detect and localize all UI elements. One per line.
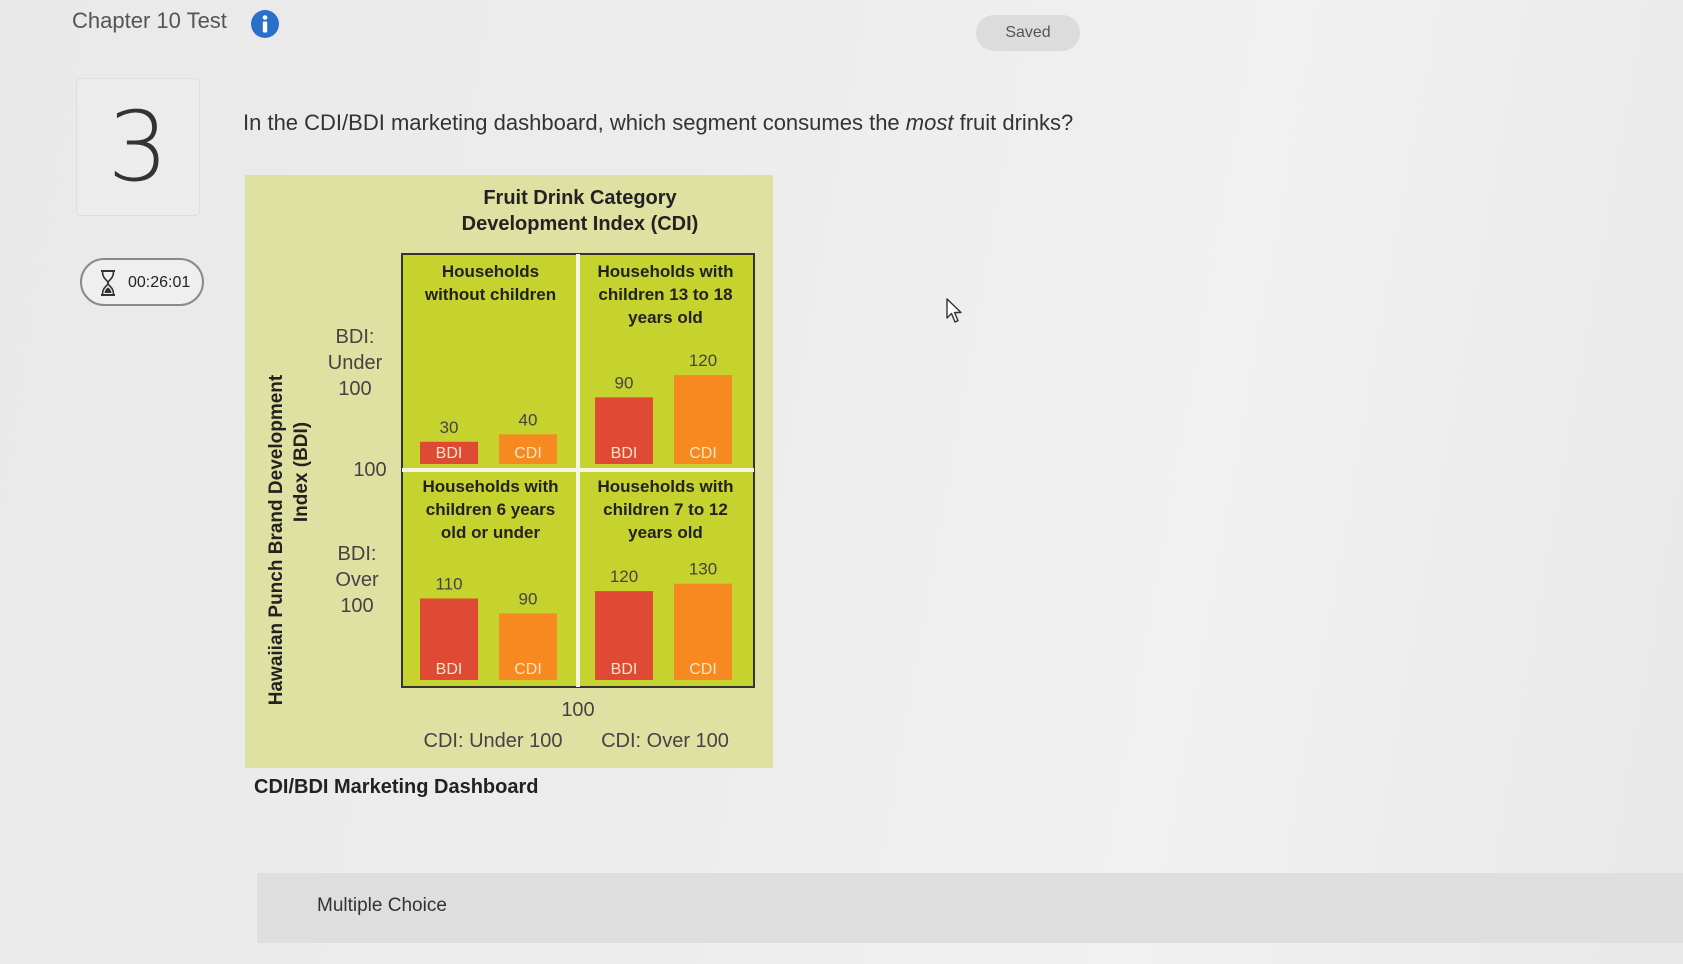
bdi-bar-label-bottom-right: BDI: [611, 661, 638, 678]
bdi-bar-label-bottom-left: BDI: [436, 661, 463, 678]
cdi-bar-top-left: [499, 434, 557, 464]
quadrant-title-bottom-left-line1: Households with: [423, 477, 559, 496]
bdi-value-label-top-right: 90: [615, 373, 634, 392]
question-text-start: In the CDI/BDI marketing dashboard, whic…: [243, 110, 906, 135]
cdi-value-label-top-left: 40: [519, 410, 538, 429]
quadrant-title-top-left-line2: without children: [424, 285, 556, 304]
cdi-bar-label-bottom-right: CDI: [689, 661, 717, 678]
quadrant-title-top-right-line3: years old: [628, 308, 703, 327]
bdi-over-label-3: 100: [340, 595, 373, 617]
bdi-value-label-bottom-right: 120: [610, 567, 638, 586]
quadrant-title-top-left-line1: Households: [442, 262, 539, 281]
y-axis-label-line1: Hawaiian Punch Brand Development: [266, 374, 287, 705]
bdi-under-label-1: BDI:: [336, 326, 375, 348]
bdi-bar-label-top-right: BDI: [611, 445, 638, 462]
quadrant-top-left: [403, 255, 578, 470]
figure-caption: CDI/BDI Marketing Dashboard: [254, 776, 539, 798]
quadrant-title-bottom-left-line2: children 6 years: [426, 500, 555, 519]
question-text-emphasis: most: [905, 110, 954, 135]
cdi-over-label: CDI: Over 100: [601, 730, 729, 752]
cdi-bar-label-top-right: CDI: [689, 445, 717, 462]
cdi-value-label-bottom-right: 130: [689, 560, 717, 579]
multiple-choice-label: Multiple Choice: [317, 895, 447, 916]
bdi-under-label-3: 100: [338, 378, 371, 400]
bdi-mid-label: 100: [353, 459, 386, 481]
bdi-bar-top-right: [595, 397, 653, 464]
timer[interactable]: 00:26:01: [80, 258, 204, 306]
cdi-under-label: CDI: Under 100: [424, 730, 563, 752]
figure-title-line2: Development Index (CDI): [462, 213, 699, 235]
question-text-end: fruit drinks?: [953, 110, 1074, 135]
cdi-mid-label: 100: [561, 699, 594, 721]
quadrant-title-bottom-right-line1: Households with: [598, 477, 734, 496]
bdi-over-label-1: BDI:: [338, 543, 377, 565]
quadrant-title-bottom-left-line3: old or under: [441, 523, 541, 542]
quadrant-group: Households without children 30 BDI 40 CDI Hous…: [403, 255, 753, 686]
bdi-bar-top-left: [420, 441, 478, 464]
cdi-value-label-bottom-left: 90: [519, 589, 538, 608]
test-title: Chapter 10 Test: [72, 8, 227, 33]
saved-status-badge: Saved: [976, 15, 1080, 51]
question-number-box: 3: [76, 78, 200, 216]
bdi-bar-bottom-left: [420, 598, 478, 680]
bdi-bar-bottom-right: [595, 591, 653, 680]
bdi-over-label-2: Over: [335, 569, 379, 591]
quadrant-title-top-right-line2: children 13 to 18: [598, 285, 732, 304]
cdi-bar-bottom-left: [499, 613, 557, 680]
quadrant-title-bottom-right-line3: years old: [628, 523, 703, 542]
timer-text: 00:26:01: [128, 274, 191, 291]
cdi-bar-bottom-right: [674, 583, 732, 680]
bdi-bar-label-top-left: BDI: [436, 445, 463, 462]
quadrant-title-bottom-right-line2: children 7 to 12: [603, 500, 728, 519]
y-axis-label-line2: Index (BDI): [291, 422, 312, 522]
question-number: 3: [107, 91, 169, 203]
bdi-under-label-2: Under: [328, 352, 383, 374]
bdi-value-label-top-left: 30: [440, 418, 459, 437]
hourglass-icon: [101, 270, 115, 296]
mouse-pointer-icon: [946, 298, 962, 323]
question-text: In the CDI/BDI marketing dashboard, whic…: [243, 110, 1073, 136]
cdi-bar-top-right: [674, 375, 732, 464]
quadrant-title-top-right-line1: Households with: [598, 262, 734, 281]
cdi-bar-label-bottom-left: CDI: [514, 661, 542, 678]
cdi-bdi-dashboard-figure: Fruit Drink Category Development Index (…: [245, 175, 773, 768]
answer-area: Multiple Choice: [257, 873, 1683, 943]
cdi-bar-label-top-left: CDI: [514, 445, 542, 462]
cdi-value-label-top-right: 120: [689, 351, 717, 370]
info-icon[interactable]: [250, 9, 280, 39]
top-bar: Chapter 10 Test Saved: [0, 0, 1683, 60]
figure-title-line1: Fruit Drink Category: [483, 187, 677, 209]
bdi-value-label-bottom-left: 110: [435, 575, 462, 594]
